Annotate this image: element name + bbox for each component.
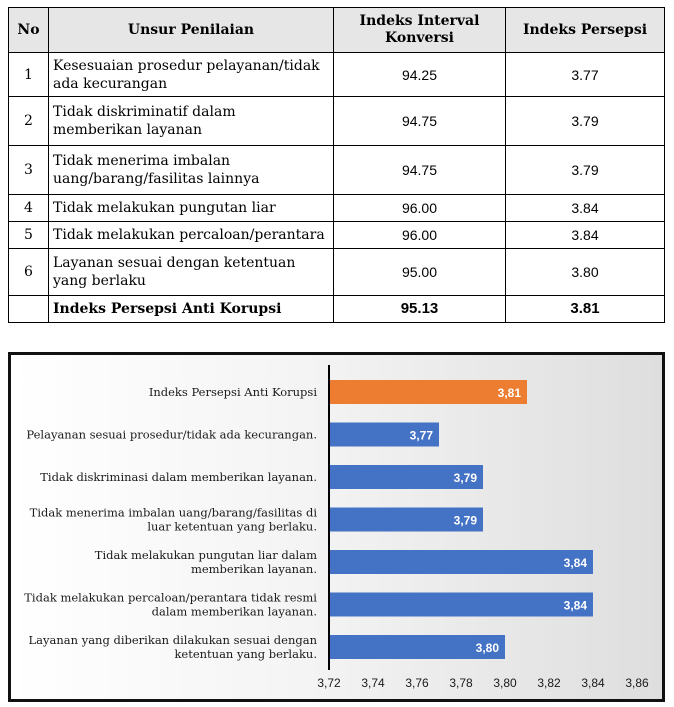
bar <box>330 592 593 617</box>
table-row: 4 Tidak melakukan pungutan liar 96.00 3.… <box>8 194 665 222</box>
bar-chart-frame: 3,81 Indeks Persepsi Anti Korupsi 3,77 Pela… <box>8 352 665 702</box>
row-unsur: Layanan sesuai dengan ketentuan yang ber… <box>48 248 334 296</box>
header-persepsi: Indeks Persepsi <box>505 7 665 53</box>
row-unsur: Tidak melakukan percaloan/perantara <box>48 221 334 249</box>
row-unsur: Kesesuaian prosedur pelayanan/tidak ada … <box>48 52 334 97</box>
total-persepsi: 3.81 <box>505 295 665 323</box>
row-persepsi: 3.79 <box>505 96 665 146</box>
x-tick-label: 3,78 <box>449 676 473 690</box>
row-no: 3 <box>8 145 49 195</box>
total-interval: 95.13 <box>333 295 506 323</box>
category-label: Tidak diskriminasi dalam memberikan laya… <box>40 470 317 484</box>
x-tick-label: 3,82 <box>537 676 561 690</box>
table-row: 5 Tidak melakukan percaloan/perantara 96… <box>8 221 665 249</box>
bar <box>330 380 527 404</box>
header-no: No <box>8 7 49 53</box>
table-total-row: Indeks Persepsi Anti Korupsi 95.13 3.81 <box>8 295 665 323</box>
x-tick-label: 3,84 <box>581 676 605 690</box>
table-row: 6 Layanan sesuai dengan ketentuan yang b… <box>8 248 665 296</box>
bar-value-label: 3,80 <box>476 641 500 655</box>
bar-value-label: 3,84 <box>564 599 588 613</box>
bar <box>330 422 439 447</box>
row-persepsi: 3.79 <box>505 145 665 195</box>
row-unsur: Tidak menerima imbalan uang/barang/fasil… <box>48 145 334 195</box>
bar-value-label: 3,81 <box>498 386 522 400</box>
bar <box>330 550 593 574</box>
header-interval: Indeks Interval Konversi <box>333 7 506 53</box>
row-no: 1 <box>8 52 49 97</box>
category-label: Pelayanan sesuai prosedur/tidak ada kecu… <box>26 428 317 442</box>
row-interval: 94.25 <box>333 52 506 97</box>
row-interval: 96.00 <box>333 221 506 249</box>
bar <box>330 635 505 659</box>
row-unsur: Tidak melakukan pungutan liar <box>48 194 334 222</box>
header-unsur: Unsur Penilaian <box>48 7 334 53</box>
bar-value-label: 3,79 <box>454 514 478 528</box>
table-row: 2 Tidak diskriminatif dalam memberikan l… <box>8 96 665 146</box>
row-persepsi: 3.84 <box>505 221 665 249</box>
bar-value-label: 3,84 <box>564 556 588 570</box>
bar-value-label: 3,77 <box>410 429 434 443</box>
table-header-row: No Unsur Penilaian Indeks Interval Konve… <box>8 7 665 53</box>
row-persepsi: 3.84 <box>505 194 665 222</box>
x-tick-label: 3,74 <box>361 676 385 690</box>
total-label: Indeks Persepsi Anti Korupsi <box>48 295 334 323</box>
row-persepsi: 3.80 <box>505 248 665 296</box>
category-label: Layanan yang diberikan dilakukan sesuai … <box>29 633 318 661</box>
bar <box>330 465 483 489</box>
table-row: 3 Tidak menerima imbalan uang/barang/fas… <box>8 145 665 195</box>
row-no: 4 <box>8 194 49 222</box>
bar-chart: 3,81 Indeks Persepsi Anti Korupsi 3,77 Pela… <box>24 365 649 690</box>
row-no: 5 <box>8 221 49 249</box>
row-unsur: Tidak diskriminatif dalam memberikan lay… <box>48 96 334 146</box>
anti-corruption-index-table: No Unsur Penilaian Indeks Interval Konve… <box>8 7 665 323</box>
x-tick-label: 3,72 <box>317 676 341 690</box>
x-tick-label: 3,76 <box>405 676 429 690</box>
row-no: 2 <box>8 96 49 146</box>
total-no <box>8 295 49 323</box>
row-no: 6 <box>8 248 49 296</box>
bar-value-label: 3,79 <box>454 471 478 485</box>
row-persepsi: 3.77 <box>505 52 665 97</box>
x-tick-label: 3,80 <box>493 676 517 690</box>
row-interval: 94.75 <box>333 145 506 195</box>
table-row: 1 Kesesuaian prosedur pelayanan/tidak ad… <box>8 52 665 97</box>
row-interval: 96.00 <box>333 194 506 222</box>
row-interval: 94.75 <box>333 96 506 146</box>
bar <box>330 507 483 532</box>
category-label: Indeks Persepsi Anti Korupsi <box>149 385 318 399</box>
row-interval: 95.00 <box>333 248 506 296</box>
category-label: Tidak melakukan pungutan liar dalam membe… <box>95 548 317 576</box>
category-label: Tidak melakukan percaloan/perantara tida… <box>24 591 317 619</box>
category-label: Tidak menerima imbalan uang/barang/fasil… <box>30 506 318 534</box>
x-tick-label: 3,86 <box>625 676 649 690</box>
